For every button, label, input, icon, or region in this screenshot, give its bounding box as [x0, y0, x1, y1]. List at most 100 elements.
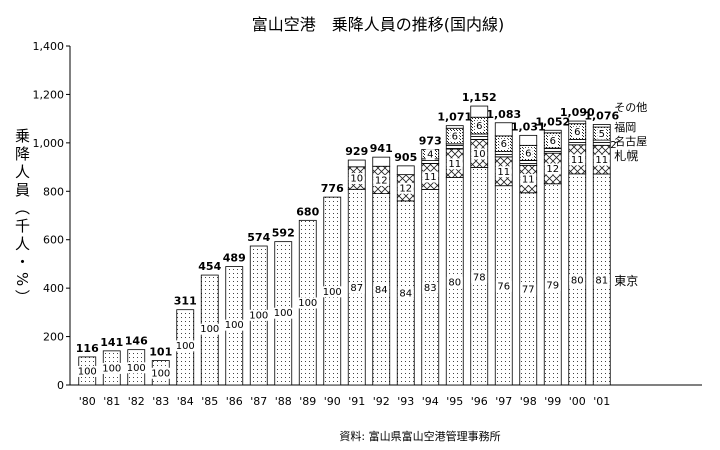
- data-label: 10: [350, 174, 363, 185]
- bar-segment-4: [347, 159, 366, 168]
- x-tick-label: '86: [226, 395, 243, 408]
- bar-segment-2: [445, 143, 464, 150]
- total-label: 1,071: [437, 111, 472, 124]
- total-label: 1,090: [560, 106, 595, 119]
- x-tick-label: '00: [569, 395, 586, 408]
- data-label-bg: [425, 149, 435, 161]
- y-tick-label: 1,200: [33, 88, 65, 101]
- data-label: 80: [571, 276, 584, 287]
- bar-segment-4: [494, 122, 513, 137]
- data-label-bg: [593, 154, 610, 166]
- data-label: 10: [473, 149, 486, 160]
- data-label: 100: [78, 366, 97, 377]
- x-tick-label: '81: [103, 395, 120, 408]
- data-label: 100: [225, 320, 244, 331]
- x-tick-label: '88: [275, 395, 292, 408]
- chart-title: 富山空港 乗降人員の推移(国内線): [252, 15, 505, 34]
- data-label-bg: [173, 340, 197, 352]
- data-label-bg: [450, 131, 460, 143]
- total-label: 776: [321, 182, 344, 195]
- bar-segment-2: [494, 151, 513, 158]
- total-label: 1,076: [584, 109, 619, 122]
- data-label: 11: [497, 167, 510, 178]
- data-label: 6: [550, 136, 556, 147]
- bar-segment-2: [568, 139, 587, 146]
- total-label: 311: [174, 295, 197, 308]
- total-label: 574: [247, 231, 270, 244]
- total-label: 1,031: [511, 120, 546, 133]
- data-label-bg: [320, 286, 344, 298]
- data-label: 100: [151, 368, 170, 379]
- bar-segment-2: [470, 133, 489, 140]
- data-label: 6: [574, 127, 580, 138]
- data-label-bg: [499, 138, 509, 150]
- data-label: 100: [323, 287, 342, 298]
- data-label: 11: [571, 155, 584, 166]
- bar-segment-2: [519, 159, 538, 166]
- total-label: 905: [394, 151, 417, 164]
- x-tick-label: '97: [495, 395, 512, 408]
- data-label: 11: [522, 175, 535, 186]
- x-tick-label: '90: [324, 395, 341, 408]
- y-tick-label: 400: [43, 282, 64, 295]
- data-label-bg: [471, 148, 488, 160]
- data-label-bg: [222, 319, 246, 331]
- bar-segment-2: [592, 139, 611, 146]
- bar-segment-4: [372, 156, 391, 167]
- y-tick-label: 0: [57, 379, 64, 392]
- total-label: 929: [345, 145, 368, 158]
- x-tick-label: '89: [299, 395, 316, 408]
- data-label: 83: [424, 283, 437, 294]
- x-tick-label: '92: [373, 395, 390, 408]
- data-label: 12: [375, 175, 388, 186]
- legend-label-2: 名古屋: [614, 134, 647, 148]
- x-tick-label: '98: [520, 395, 537, 408]
- data-label-bg: [572, 126, 582, 138]
- data-label-bg: [422, 282, 439, 294]
- x-tick-label: '99: [544, 395, 561, 408]
- bar-segment-4: [396, 165, 415, 176]
- x-tick-label: '84: [177, 395, 194, 408]
- data-label-bg: [397, 288, 414, 300]
- x-tick-label: '95: [446, 395, 463, 408]
- bar-segment-4: [592, 124, 611, 128]
- data-label: 80: [448, 277, 461, 288]
- data-label-bg: [75, 365, 99, 377]
- data-label: 100: [249, 310, 268, 321]
- data-label-bg: [100, 362, 124, 374]
- data-label: 100: [298, 298, 317, 309]
- bar-segment-4: [519, 134, 538, 146]
- data-label: 6: [452, 132, 458, 143]
- data-label-bg: [198, 323, 222, 335]
- total-label: 116: [76, 342, 99, 355]
- y-tick-label: 800: [43, 185, 64, 198]
- bar-segment-4: [470, 105, 489, 118]
- total-label: 141: [100, 336, 123, 349]
- x-tick-label: '94: [422, 395, 439, 408]
- total-label: 1,083: [486, 108, 521, 121]
- y-tick-label: 600: [43, 234, 64, 247]
- bar-segment-4: [543, 129, 562, 134]
- data-label-bg: [593, 275, 610, 287]
- total-label: 973: [419, 134, 442, 147]
- data-label: 81: [595, 276, 608, 287]
- x-tick-label: '82: [128, 395, 145, 408]
- data-label-bg: [422, 171, 439, 183]
- y-tick-label: 1,000: [33, 137, 65, 150]
- data-label: 12: [546, 164, 559, 175]
- x-tick-label: '93: [397, 395, 414, 408]
- data-label-bg: [373, 284, 390, 296]
- y-tick-label: 200: [43, 331, 64, 344]
- data-label-bg: [548, 135, 558, 147]
- x-tick-label: '96: [471, 395, 488, 408]
- data-label-bg: [446, 158, 463, 170]
- legend-label-1: 札幌: [614, 148, 638, 163]
- total-label: 489: [223, 252, 246, 265]
- data-label: 84: [375, 285, 388, 296]
- data-label-bg: [348, 282, 365, 294]
- legend-label-3: 福岡: [614, 120, 636, 134]
- data-label-bg: [149, 367, 173, 379]
- x-tick-label: '91: [348, 395, 365, 408]
- data-label: 79: [546, 280, 559, 291]
